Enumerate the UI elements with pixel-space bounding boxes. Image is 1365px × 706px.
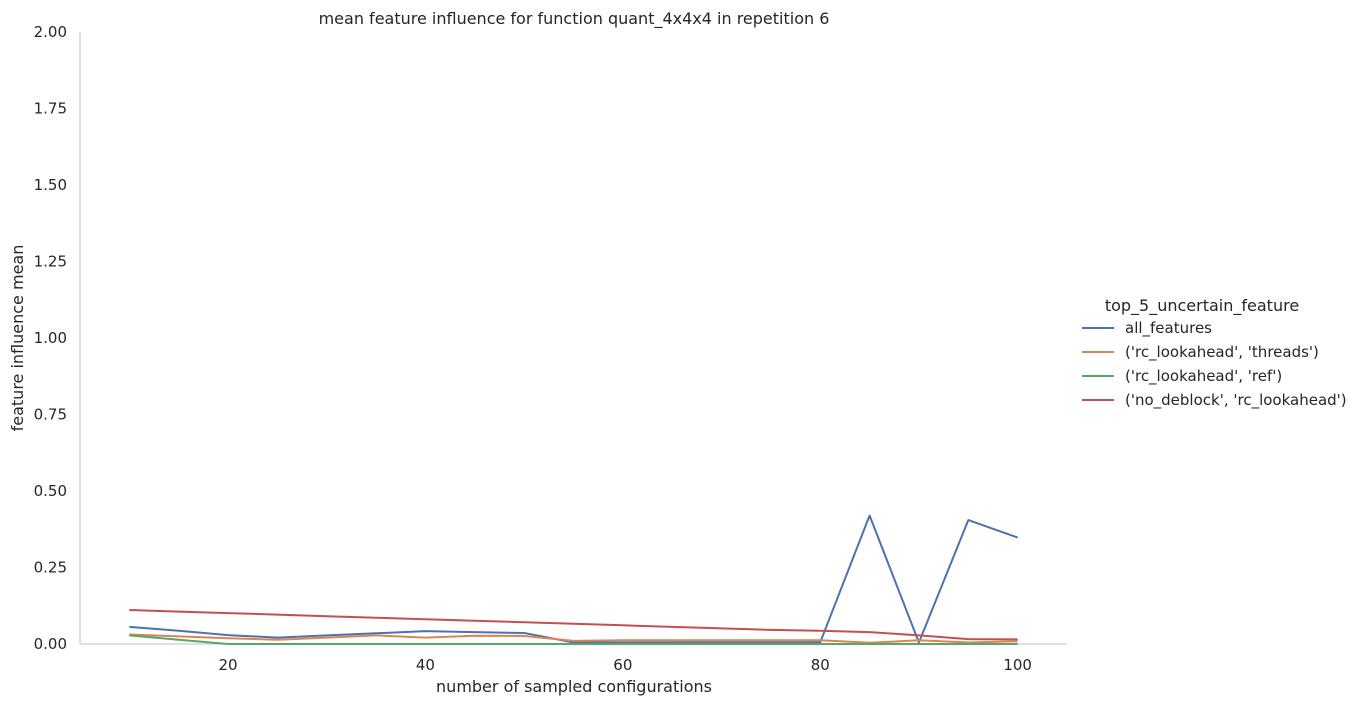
y-tick-label: 0.25 bbox=[34, 559, 67, 577]
series-line bbox=[129, 634, 1018, 645]
x-tick-label: 60 bbox=[613, 656, 632, 674]
y-tick-label: 0.75 bbox=[34, 406, 67, 424]
y-tick-label: 1.50 bbox=[34, 176, 67, 194]
x-tick-label: 80 bbox=[811, 656, 830, 674]
x-axis-title: number of sampled configurations bbox=[436, 677, 712, 696]
legend-label: ('rc_lookahead', 'threads') bbox=[1125, 343, 1319, 362]
y-axis-title: feature influence mean bbox=[8, 245, 27, 432]
legend-title: top_5_uncertain_feature bbox=[1105, 296, 1299, 316]
y-tick-label: 0.50 bbox=[34, 482, 67, 500]
series-line bbox=[129, 633, 1018, 644]
y-tick-labels: 0.00 0.25 0.50 0.75 1.00 1.25 1.50 1.75 2.00 bbox=[34, 23, 67, 653]
series-lines bbox=[129, 514, 1018, 645]
y-tick-label: 1.25 bbox=[34, 253, 67, 271]
legend-label: ('rc_lookahead', 'ref') bbox=[1125, 367, 1282, 386]
chart-title: mean feature influence for function quan… bbox=[319, 9, 830, 29]
x-tick-label: 100 bbox=[1003, 656, 1032, 674]
legend-label: ('no_deblock', 'rc_lookahead') bbox=[1125, 391, 1347, 410]
y-tick-label: 0.00 bbox=[34, 635, 67, 653]
y-tick-label: 1.00 bbox=[34, 329, 67, 347]
x-tick-labels: 20 40 60 80 100 bbox=[219, 656, 1032, 674]
y-tick-label: 1.75 bbox=[34, 100, 67, 118]
legend: top_5_uncertain_feature all_features ('rc… bbox=[1082, 296, 1347, 410]
legend-label: all_features bbox=[1125, 319, 1212, 338]
y-tick-label: 2.00 bbox=[34, 23, 67, 41]
series-line bbox=[129, 514, 1018, 644]
x-tick-label: 20 bbox=[219, 656, 238, 674]
series-line bbox=[129, 609, 1018, 641]
x-tick-label: 40 bbox=[416, 656, 435, 674]
